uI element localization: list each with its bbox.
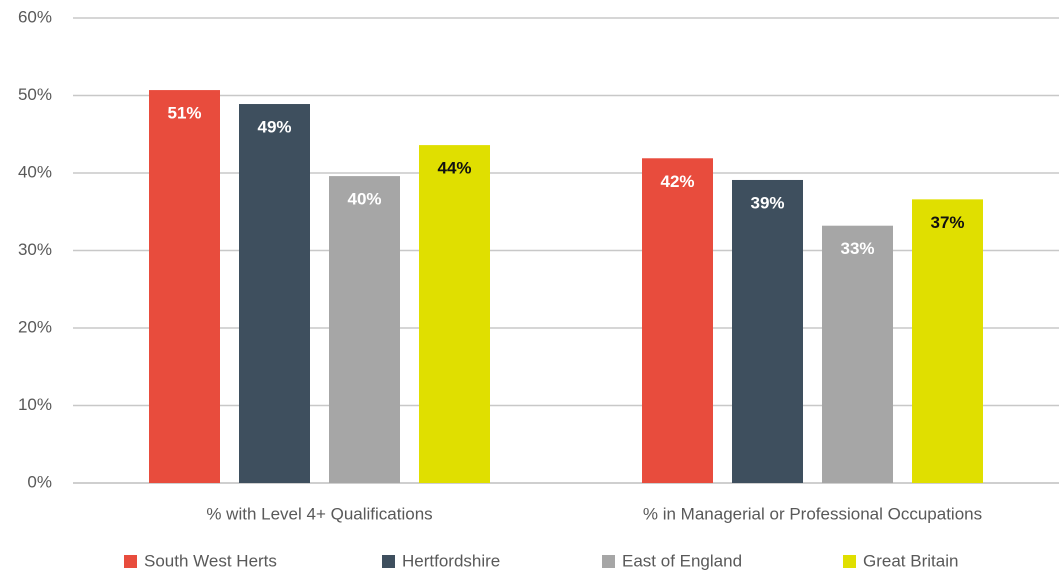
y-tick-label: 40% [18, 162, 52, 181]
value-label: 49% [257, 118, 291, 137]
bar [732, 179, 803, 483]
value-label: 44% [437, 159, 471, 178]
legend-label: Hertfordshire [402, 551, 500, 570]
bar [419, 145, 490, 483]
bar [329, 176, 400, 483]
bar [149, 90, 220, 483]
value-label: 37% [930, 213, 964, 232]
legend-label: Great Britain [863, 551, 958, 570]
legend-swatch [843, 555, 856, 568]
bar [912, 199, 983, 483]
bar [239, 104, 310, 484]
legend-swatch [382, 555, 395, 568]
y-tick-label: 50% [18, 85, 52, 104]
y-tick-label: 60% [18, 7, 52, 26]
y-tick-label: 10% [18, 395, 52, 414]
value-label: 51% [167, 104, 201, 123]
y-tick-label: 20% [18, 317, 52, 336]
bar [822, 225, 893, 483]
legend-label: East of England [622, 551, 742, 570]
legend-label: South West Herts [144, 551, 277, 570]
legend-swatch [602, 555, 615, 568]
legend-swatch [124, 555, 137, 568]
value-label: 42% [660, 172, 694, 191]
y-tick-label: 30% [18, 240, 52, 259]
x-tick-label: % in Managerial or Professional Occupati… [643, 504, 982, 523]
x-tick-label: % with Level 4+ Qualifications [206, 504, 432, 523]
value-label: 40% [347, 190, 381, 209]
value-label: 33% [840, 239, 874, 258]
bar [642, 158, 713, 483]
y-tick-label: 0% [27, 472, 52, 491]
value-label: 39% [750, 193, 784, 212]
